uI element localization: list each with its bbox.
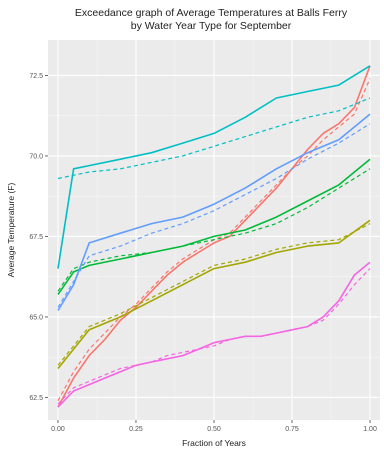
chart-title-line-1: Exceedance graph of Average Temperatures… — [75, 7, 348, 19]
series-line-8-dashed — [57, 97, 371, 180]
x-tick-label: 0.50 — [207, 426, 221, 433]
y-tick-label: 62.5 — [29, 395, 43, 402]
y-axis: 62.5 65.0 67.5 70.0 72.5 — [29, 73, 48, 402]
series-line-6-dashed — [57, 168, 371, 292]
series-line-7-solid — [57, 65, 371, 269]
x-tick-label: 1.00 — [363, 426, 377, 433]
y-tick-label: 67.5 — [29, 234, 43, 241]
y-tick-label: 70.0 — [29, 153, 43, 160]
x-tick-label: 0.75 — [285, 426, 299, 433]
x-tick-label: 0.25 — [129, 426, 143, 433]
series-lines — [57, 65, 371, 408]
y-tick-label: 72.5 — [29, 73, 43, 80]
chart-title-line-2: by Water Year Type for September — [131, 20, 292, 32]
x-tick-label: 0.00 — [51, 426, 65, 433]
series-line-12-dashed — [57, 268, 371, 405]
y-axis-label: Average Temperature (F) — [6, 183, 16, 278]
series-line-5-solid — [57, 158, 371, 295]
series-line-3-solid — [57, 219, 371, 370]
x-axis-label: Fraction of Years — [182, 438, 246, 448]
series-line-11-solid — [57, 261, 371, 408]
y-tick-label: 65.0 — [29, 314, 43, 321]
series-line-10-dashed — [57, 123, 371, 308]
series-line-4-dashed — [57, 223, 371, 366]
x-axis: 0.00 0.25 0.50 0.75 1.00 — [51, 420, 377, 433]
series-line-1-solid — [57, 65, 371, 408]
series-line-9-solid — [57, 113, 371, 311]
